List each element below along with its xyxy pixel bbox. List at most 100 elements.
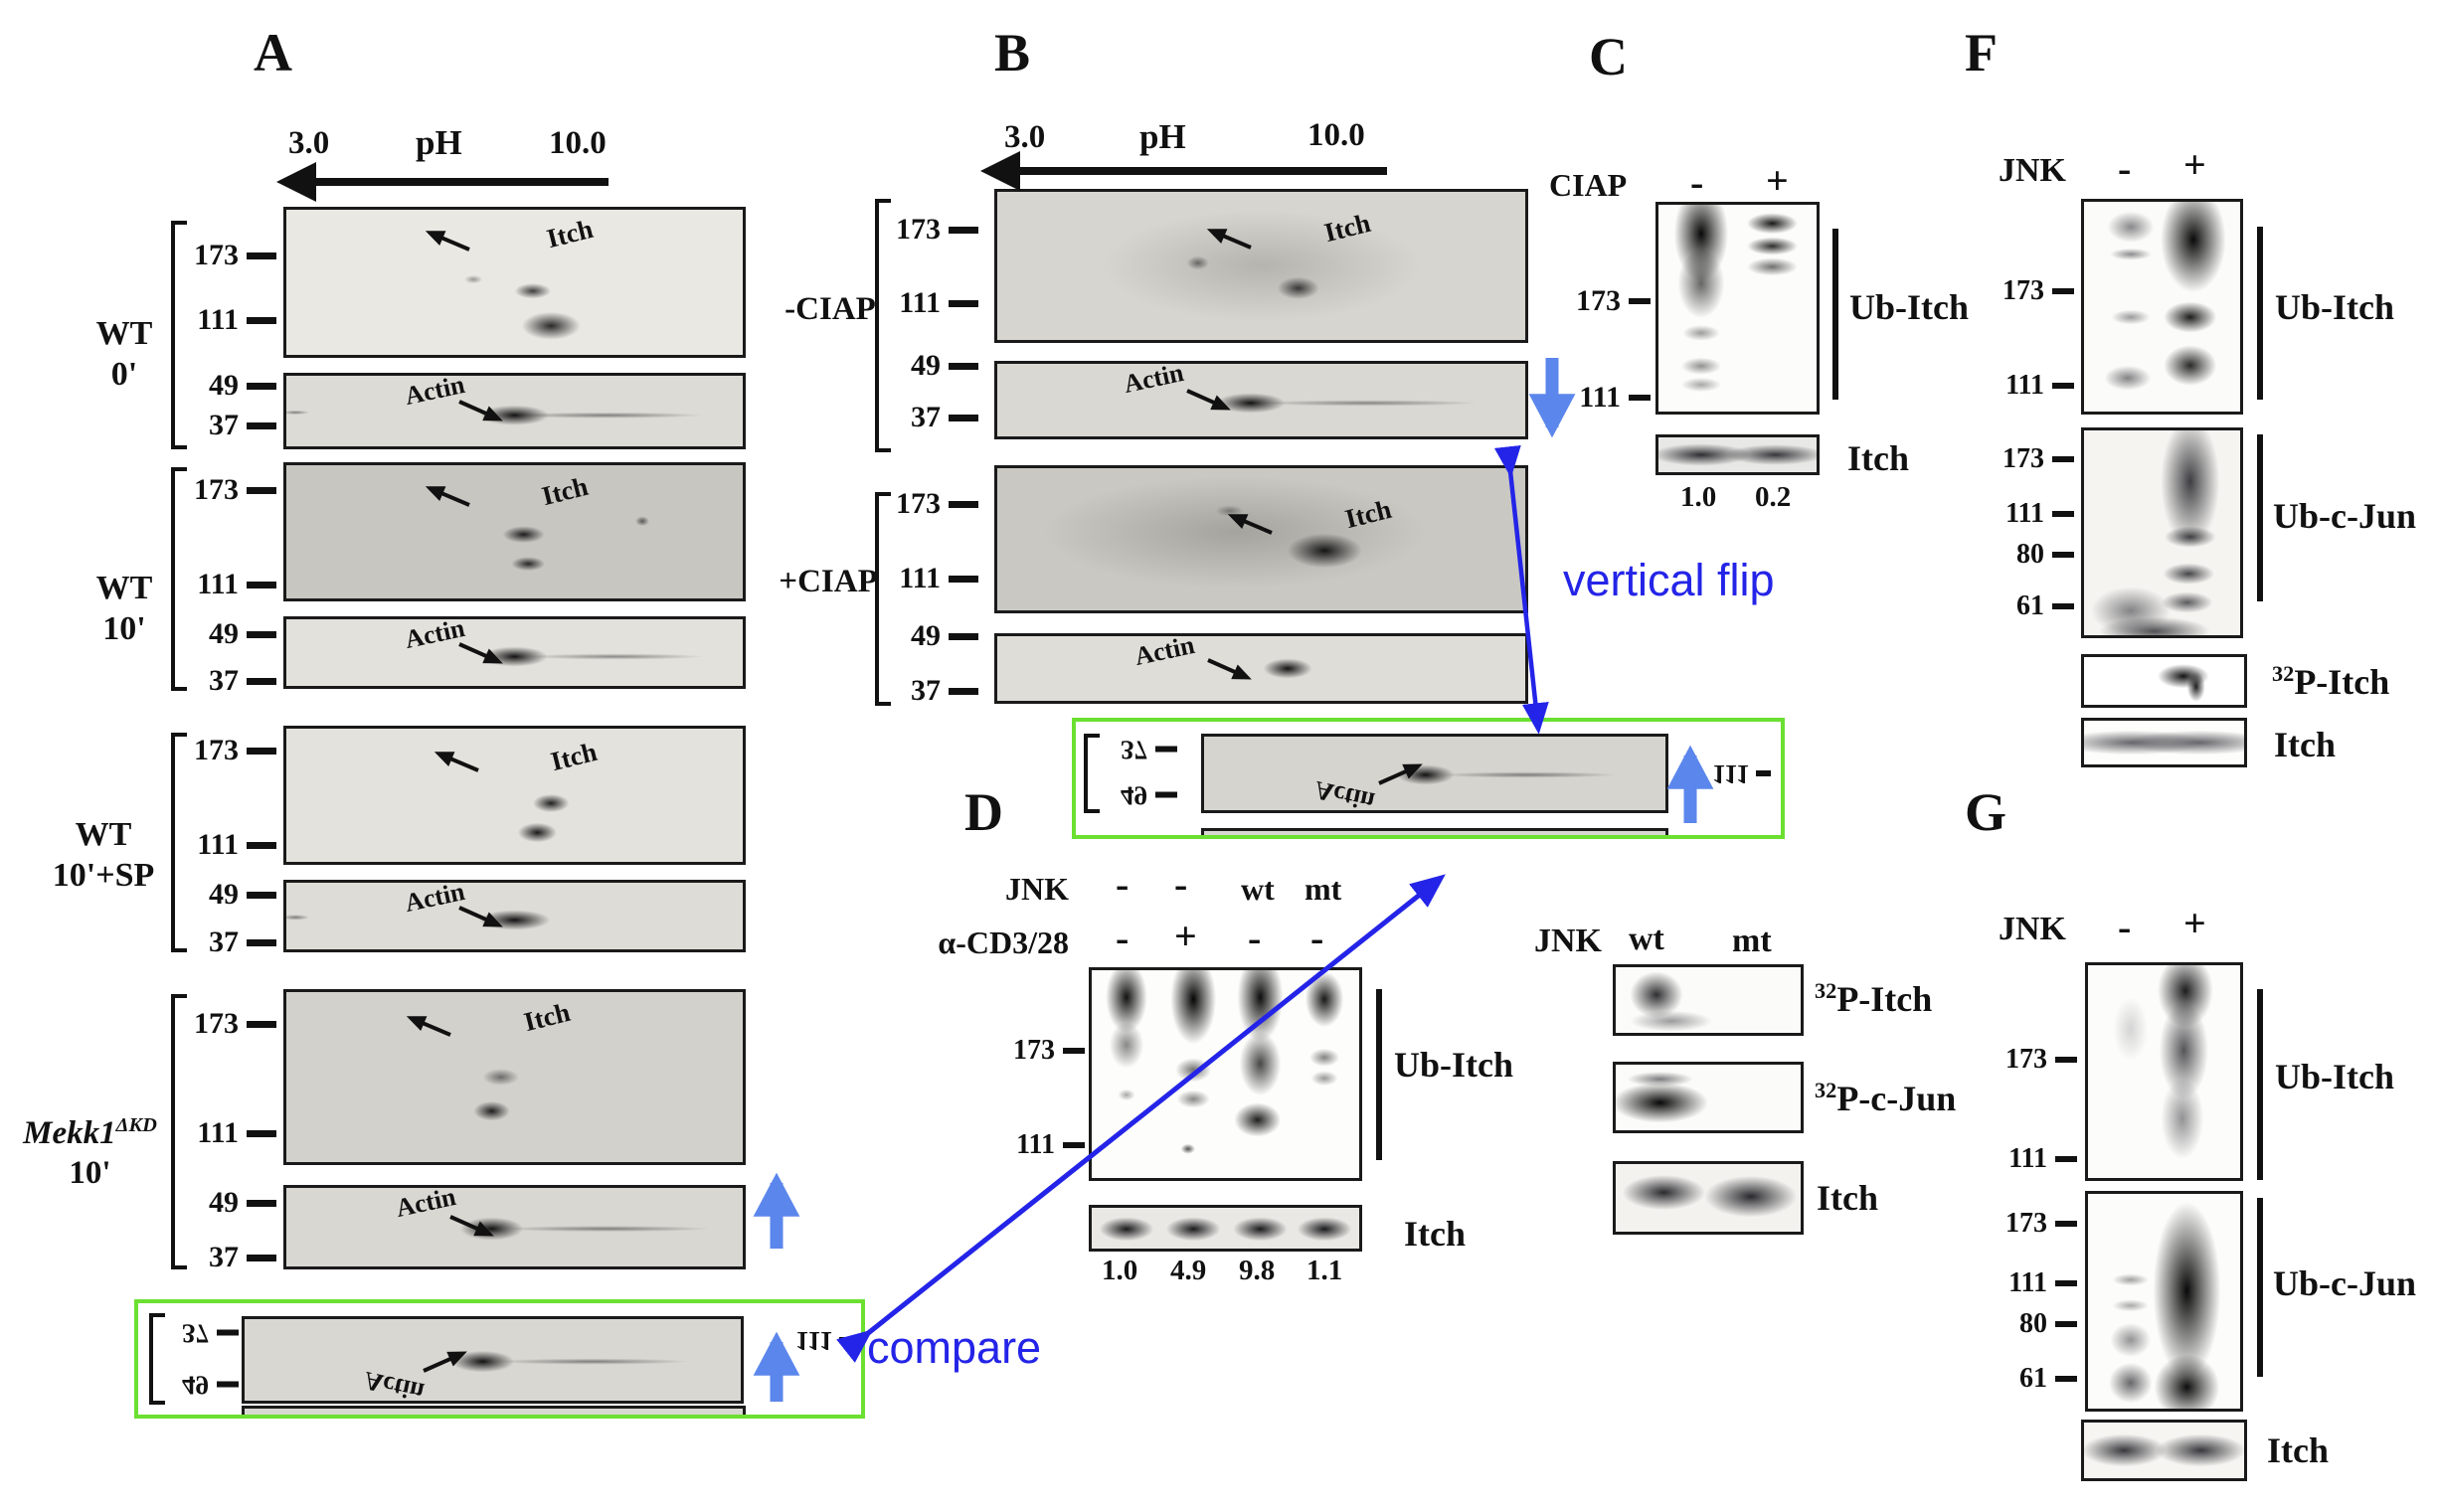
lane-wt: wt: [1629, 921, 1664, 957]
row-label-minus-ciap: -CIAP: [784, 291, 876, 327]
blot-wt10sp-itch: Itch: [283, 726, 746, 865]
jnk-factor-label: JNK: [1999, 152, 2066, 189]
ub-c-jun-range-bar: [2257, 434, 2263, 601]
actin-arrow-icon: [458, 400, 499, 421]
blot-mekk1-actin: Actin: [283, 1182, 746, 1269]
actin-arrow-icon: [449, 1215, 490, 1236]
itch-arrow-icon: [411, 1016, 452, 1037]
mw-marker-173: 173: [149, 1007, 276, 1041]
cut-blot-strip: [1201, 828, 1668, 839]
itch-arrow-icon: [430, 231, 470, 252]
lane-value: mt: [1305, 871, 1342, 907]
lane-value: -: [1116, 916, 1130, 960]
ph-axis-a-title: pH: [416, 123, 462, 162]
ub-itch-range-bar: [2257, 989, 2263, 1180]
mw-marker-111: 111: [1546, 381, 1651, 415]
mw-marker-80: 80: [1981, 539, 2074, 571]
blot-g-ub-itch: [2085, 962, 2243, 1181]
mw-marker-173: 173: [1981, 275, 2074, 307]
ub-itch-label: Ub-Itch: [1849, 287, 1970, 327]
quant-value: 1.0: [1102, 1255, 1138, 1286]
mw-marker-173: 173: [149, 473, 276, 507]
lane-value: +: [1174, 914, 1197, 958]
32p-itch-label: 32P-Itch: [2272, 661, 2390, 702]
mw-marker-37: 37: [867, 401, 978, 434]
mw-marker-111: 111: [1981, 498, 2074, 530]
blot-wt10-itch: Itch: [283, 462, 746, 601]
blot-ciap-ub-itch: [1655, 202, 1820, 415]
blot-f-ub-c-jun: [2081, 427, 2243, 638]
green-evidence-box-b: [1072, 718, 1785, 839]
actin-arrow-icon: [1207, 658, 1248, 680]
mw-marker-173: 173: [1981, 443, 2074, 475]
mw-marker-111: 111: [1981, 370, 2074, 402]
quant-value: 4.9: [1170, 1255, 1207, 1286]
mw-marker-61: 61: [1981, 590, 2074, 622]
row-label-plus-ciap: +CIAP: [779, 564, 878, 599]
ciap-factor-label: CIAP: [1549, 167, 1628, 203]
blot-plus-ciap-itch: Itch: [994, 465, 1528, 613]
ub-c-jun-range-bar: [2257, 1198, 2263, 1377]
mw-marker-111: 111: [1984, 1267, 2077, 1299]
mw-marker-37: 37: [149, 664, 276, 698]
mw-marker-111: 111: [149, 568, 276, 601]
ub-itch-label: Ub-Itch: [2275, 1057, 2395, 1096]
mw-marker-37: 37: [867, 674, 978, 708]
mw-marker-173: 173: [867, 213, 978, 247]
ph-axis-b-max: 10.0: [1307, 117, 1365, 153]
panel-b-letter: B: [994, 23, 1031, 83]
mw-marker-49: 49: [867, 619, 978, 653]
bracket: [171, 467, 187, 691]
mw-marker-173: 173: [149, 734, 276, 767]
mw-marker-111: 111: [999, 1129, 1085, 1161]
itch-spot-label: Itch: [1321, 207, 1374, 249]
itch-spot-label: Itch: [520, 997, 573, 1038]
quant-value: 9.8: [1239, 1255, 1276, 1286]
strip-32p-c-jun: [1613, 1062, 1804, 1133]
jnk-factor-label: JNK: [1005, 871, 1069, 907]
blot-wt0-itch: Itch: [283, 207, 746, 358]
itch-spot-label: Itch: [543, 213, 596, 253]
panel-g-letter: G: [1965, 782, 2007, 842]
lane-value: -: [1174, 862, 1188, 907]
actin-arrow-icon: [458, 641, 499, 663]
ub-c-jun-label: Ub-c-Jun: [2273, 496, 2417, 536]
vertical-flip-annotation: vertical flip: [1563, 555, 1775, 605]
ub-c-jun-label: Ub-c-Jun: [2273, 1263, 2417, 1303]
itch-label: Itch: [1404, 1214, 1466, 1254]
itch-label: Itch: [1847, 438, 1909, 478]
itch-label: Itch: [1817, 1178, 1878, 1218]
mw-marker-37: 37: [149, 409, 276, 442]
ub-itch-range-bar: [1376, 989, 1382, 1160]
lane-value: -: [1310, 916, 1324, 960]
actin-spot-label: Actin: [402, 370, 468, 412]
lane-minus: -: [1690, 160, 1704, 205]
itch-spot-label: Itch: [538, 470, 592, 511]
actin-spot-label: Actin: [402, 877, 468, 919]
strip-f-32p-itch: [2081, 654, 2247, 708]
blot-jnk-ub-itch: [1089, 967, 1362, 1181]
blot-plus-ciap-actin: Actin: [994, 630, 1528, 704]
itch-arrow-icon: [430, 486, 470, 507]
itch-label: Itch: [2267, 1430, 2329, 1470]
lane-plus: +: [2183, 901, 2206, 945]
mw-marker-173: 173: [1984, 1208, 2077, 1240]
ph-axis-a-min: 3.0: [288, 125, 330, 161]
cd3-28-factor-label: α-CD3/28: [938, 924, 1069, 960]
32p-c-jun-label: 32P-c-Jun: [1815, 1078, 1957, 1118]
bracket: [171, 733, 187, 952]
ph-axis-b-title: pH: [1139, 117, 1186, 156]
actin-spot-label: Actin: [1131, 630, 1197, 672]
blot-minus-ciap-actin: Actin: [994, 358, 1528, 439]
mw-marker-173: 173: [149, 239, 276, 272]
itch-arrow-icon: [438, 752, 479, 773]
panel-c-letter: C: [1589, 27, 1628, 86]
row-label-wt-10: WT 10': [95, 570, 153, 647]
bracket: [171, 994, 187, 1269]
quant-value: 0.2: [1755, 481, 1792, 513]
mw-marker-49: 49: [149, 1186, 276, 1220]
mw-marker-173: 173: [999, 1035, 1085, 1067]
compare-annotation: compare: [867, 1322, 1042, 1373]
mw-marker-111: 111: [149, 303, 276, 337]
